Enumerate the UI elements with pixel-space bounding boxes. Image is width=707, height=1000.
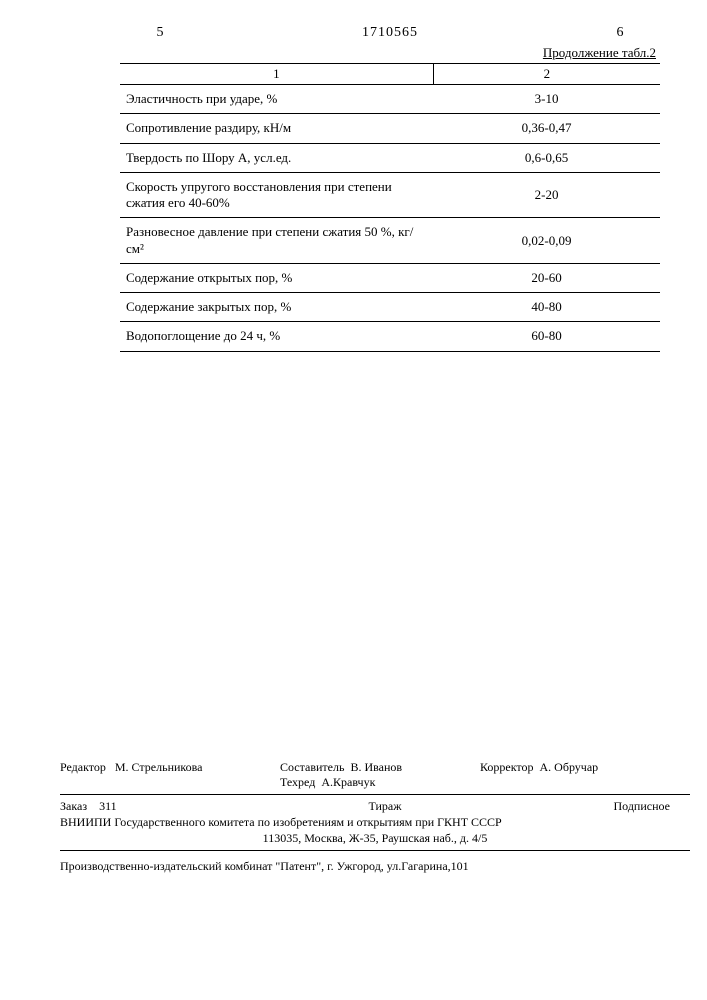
properties-table: 1 2 Эластичность при ударе, % 3-10 Сопро… — [120, 63, 660, 352]
property-label: Содержание открытых пор, % — [120, 263, 433, 292]
property-label: Эластичность при ударе, % — [120, 85, 433, 114]
editor-block: Редактор М. Стрельникова — [60, 760, 280, 790]
header-row: 5 1710565 6 — [120, 25, 660, 41]
org-line-1: ВНИИПИ Государственного комитета по изоб… — [60, 814, 690, 830]
table-row: Сопротивление раздиру, кН/м 0,36-0,47 — [120, 114, 660, 143]
table-row: Содержание закрытых пор, % 40-80 — [120, 293, 660, 322]
divider — [60, 850, 690, 851]
page-content: 5 1710565 6 Продолжение табл.2 1 2 Эласт… — [120, 25, 660, 352]
editor-label: Редактор — [60, 760, 106, 774]
corrector-label: Корректор — [480, 760, 534, 774]
property-value: 0,6-0,65 — [433, 143, 660, 172]
property-label: Твердость по Шору А, усл.ед. — [120, 143, 433, 172]
table-row: Эластичность при ударе, % 3-10 — [120, 85, 660, 114]
corrector-block: Корректор А. Обручар — [480, 760, 690, 790]
property-value: 3-10 — [433, 85, 660, 114]
compiler-name: В. Иванов — [350, 760, 402, 774]
order-number: 311 — [99, 799, 117, 813]
page-num-left: 5 — [120, 25, 200, 41]
property-label: Разновесное давление при степени сжатия … — [120, 218, 433, 264]
table-row: Разновесное давление при степени сжатия … — [120, 218, 660, 264]
divider — [60, 794, 690, 795]
table-row: Водопоглощение до 24 ч, % 60-80 — [120, 322, 660, 351]
property-label: Скорость упругого восстановления при сте… — [120, 172, 433, 218]
org-block: ВНИИПИ Государственного комитета по изоб… — [60, 814, 690, 846]
tech-editor-label: Техред — [280, 775, 315, 789]
order-label: Заказ — [60, 799, 87, 813]
editor-name: М. Стрельникова — [115, 760, 203, 774]
property-label: Содержание закрытых пор, % — [120, 293, 433, 322]
property-value: 0,02-0,09 — [433, 218, 660, 264]
property-value: 2-20 — [433, 172, 660, 218]
table-row: Скорость упругого восстановления при сте… — [120, 172, 660, 218]
credits-row: Редактор М. Стрельникова Составитель В. … — [60, 760, 690, 790]
table-row: Содержание открытых пор, % 20-60 — [120, 263, 660, 292]
compiler-label: Составитель — [280, 760, 344, 774]
org-line-2: 113035, Москва, Ж-35, Раушская наб., д. … — [60, 830, 690, 846]
col-header-2: 2 — [433, 64, 660, 85]
property-label: Водопоглощение до 24 ч, % — [120, 322, 433, 351]
print-run-label: Тираж — [240, 799, 530, 814]
property-value: 60-80 — [433, 322, 660, 351]
table-header-row: 1 2 — [120, 64, 660, 85]
corrector-name: А. Обручар — [540, 760, 599, 774]
page-footer: Редактор М. Стрельникова Составитель В. … — [60, 760, 690, 874]
property-label: Сопротивление раздиру, кН/м — [120, 114, 433, 143]
col-header-1: 1 — [120, 64, 433, 85]
tech-editor-name: А.Кравчук — [321, 775, 375, 789]
table-continuation-label: Продолжение табл.2 — [120, 45, 660, 61]
property-value: 40-80 — [433, 293, 660, 322]
printer-line: Производственно-издательский комбинат "П… — [60, 859, 690, 874]
property-value: 0,36-0,47 — [433, 114, 660, 143]
page-num-right: 6 — [580, 25, 660, 41]
compiler-techred-block: Составитель В. Иванов Техред А.Кравчук — [280, 760, 480, 790]
subscription-label: Подписное — [530, 799, 690, 814]
document-number: 1710565 — [200, 25, 580, 41]
property-value: 20-60 — [433, 263, 660, 292]
order-row: Заказ 311 Тираж Подписное — [60, 799, 690, 814]
table-row: Твердость по Шору А, усл.ед. 0,6-0,65 — [120, 143, 660, 172]
